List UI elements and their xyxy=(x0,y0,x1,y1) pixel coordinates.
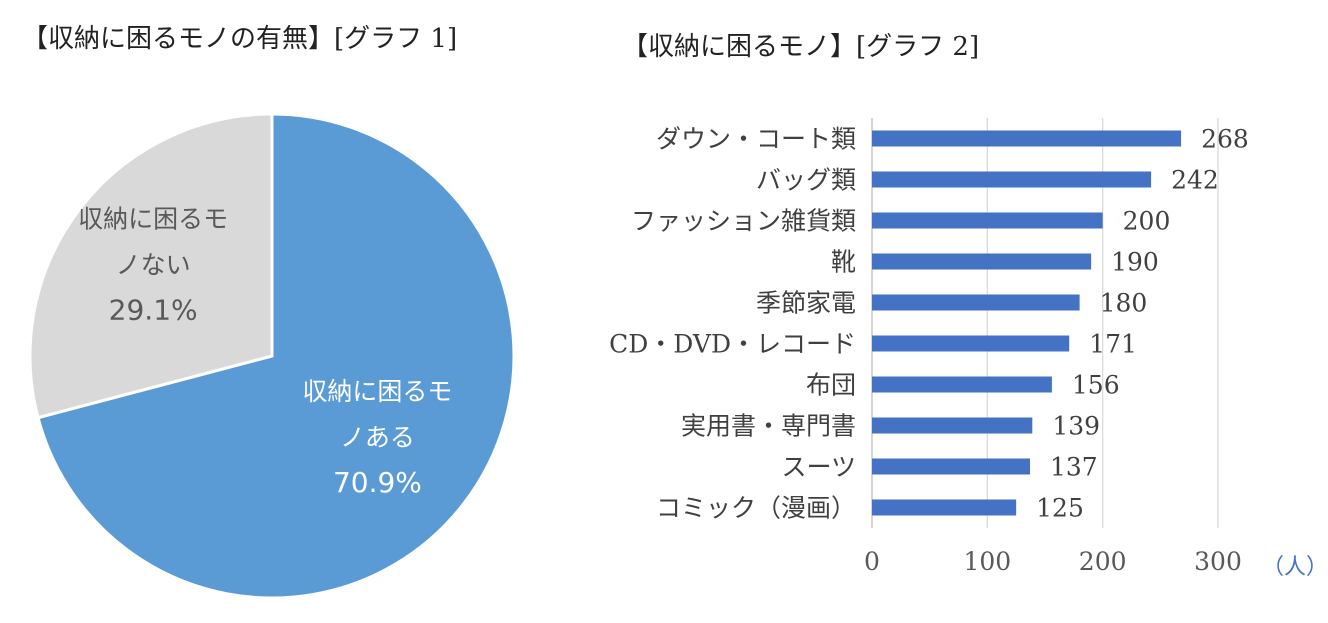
bar-value-label-3: 190 xyxy=(1111,248,1159,277)
bar-value-label-2: 200 xyxy=(1123,207,1171,236)
category-label-4: 季節家電 xyxy=(756,289,856,318)
bar-value-label-8: 137 xyxy=(1050,453,1098,482)
category-label-8: スーツ xyxy=(781,453,856,482)
x-unit-label: （人） xyxy=(1262,555,1328,580)
pie-value-label-1: 29.1% xyxy=(109,293,198,326)
pie-category-label-1: ノない xyxy=(116,250,191,279)
pie-chart-title: 【収納に困るモノの有無】[グラフ 1] xyxy=(22,24,458,54)
bar-value-label-9: 125 xyxy=(1036,494,1084,523)
x-tick-label-0: 0 xyxy=(864,547,880,576)
bar-2 xyxy=(872,212,1103,229)
bar-4 xyxy=(872,294,1080,311)
pie-slice-1 xyxy=(28,112,274,420)
pie-value-label-0: 70.9% xyxy=(333,466,422,499)
bar-0 xyxy=(872,130,1182,147)
category-label-3: 靴 xyxy=(831,248,856,277)
bar-6 xyxy=(872,376,1052,393)
x-tick-label-1: 100 xyxy=(963,547,1011,576)
category-label-5: CD・DVD・レコード xyxy=(609,330,856,359)
bar-8 xyxy=(872,458,1031,475)
bar-value-label-5: 171 xyxy=(1089,330,1137,359)
category-label-7: 実用書・専門書 xyxy=(681,412,856,441)
category-label-9: コミック（漫画） xyxy=(656,494,856,523)
pie-category-label-0: 収納に困るモ xyxy=(302,377,452,406)
category-label-2: ファッション雑貨類 xyxy=(631,207,856,236)
bar-value-label-1: 242 xyxy=(1171,166,1219,195)
bar-3 xyxy=(872,253,1092,270)
pie-slice-0 xyxy=(36,112,516,600)
category-label-1: バッグ類 xyxy=(756,166,856,195)
category-label-6: 布団 xyxy=(806,371,856,400)
bar-value-label-6: 156 xyxy=(1072,371,1120,400)
bar-5 xyxy=(872,335,1070,352)
bar-value-label-7: 139 xyxy=(1052,412,1100,441)
x-tick-label-3: 300 xyxy=(1194,547,1242,576)
bar-value-label-4: 180 xyxy=(1100,289,1148,318)
x-tick-label-2: 200 xyxy=(1079,547,1127,576)
pie-category-label-1: 収納に困るモ xyxy=(78,204,228,233)
bar-1 xyxy=(872,171,1152,188)
bar-7 xyxy=(872,417,1033,434)
bar-9 xyxy=(872,499,1017,516)
bar-chart-title: 【収納に困るモノ】[グラフ 2] xyxy=(622,32,980,62)
bar-value-label-0: 268 xyxy=(1201,125,1249,154)
pie-category-label-0: ノある xyxy=(340,423,415,452)
category-label-0: ダウン・コート類 xyxy=(656,125,856,154)
